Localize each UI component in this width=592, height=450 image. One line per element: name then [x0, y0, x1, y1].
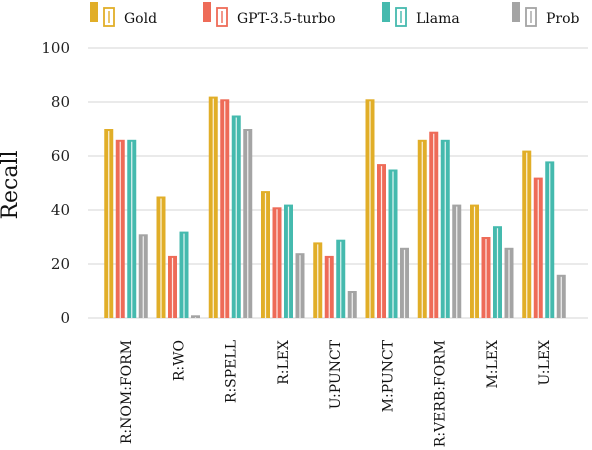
y-tick-label: 20: [51, 255, 70, 273]
bars: [104, 96, 566, 318]
bar-llama-r-spell: [231, 115, 241, 318]
bar-gpt-3-5-turbo-u-punct: [324, 255, 334, 318]
bar-llama-m-lex: [493, 226, 502, 318]
bar-fill: [191, 315, 200, 318]
legend-swatch-outline: [395, 7, 407, 27]
bar-prob-r-wo: [191, 315, 200, 318]
bar-prob-r-verb-form: [452, 204, 462, 318]
y-tick-label: 40: [51, 201, 70, 219]
x-tick-label-r-spell: R:SPELL: [224, 340, 240, 403]
x-tick-label-u-punct: U:PUNCT: [328, 339, 344, 409]
bar-gpt-3-5-turbo-u-lex: [533, 177, 543, 318]
legend-label: GPT-3.5-turbo: [237, 11, 336, 27]
y-axis-ticks: 0 20 40 60 80 100: [41, 39, 70, 327]
bar-gpt-3-5-turbo-m-lex: [481, 237, 491, 318]
bar-prob-r-lex: [295, 253, 305, 318]
bar-llama-r-wo: [179, 231, 189, 318]
bar-gold-r-nom-form: [104, 129, 114, 318]
bar-llama-r-verb-form: [440, 139, 450, 318]
bar-llama-m-punct: [388, 169, 398, 318]
y-axis-title: Recall: [0, 150, 23, 219]
legend-item-llama: Llama: [382, 2, 460, 27]
bar-prob-r-spell: [243, 129, 253, 318]
bar-gold-r-spell: [208, 96, 218, 318]
legend-item-gold: Gold: [90, 2, 157, 27]
legend-label: Llama: [416, 11, 460, 27]
bar-gpt-3-5-turbo-r-lex: [272, 207, 282, 318]
legend-swatch-solid: [203, 2, 211, 22]
legend-swatch-outline: [103, 7, 115, 27]
legend: Gold GPT-3.5-turbo Llama Prob: [90, 2, 580, 27]
bar-gold-u-lex: [522, 150, 532, 318]
bar-gold-m-lex: [470, 204, 479, 318]
legend-swatch-solid: [90, 2, 98, 22]
bar-prob-m-punct: [400, 247, 409, 318]
bar-prob-u-lex: [556, 274, 566, 318]
legend-item-gpt-3-5-turbo: GPT-3.5-turbo: [203, 2, 336, 27]
bar-gold-r-verb-form: [417, 139, 427, 318]
bar-gpt-3-5-turbo-r-nom-form: [115, 139, 125, 318]
bar-gold-m-punct: [365, 99, 375, 318]
x-axis-categories: R:NOM:FORM R:WO R:SPELL R:LEX U:PUNCT M:PUNCT…: [119, 339, 553, 447]
bar-gpt-3-5-turbo-m-punct: [377, 164, 386, 318]
legend-item-prob: Prob: [512, 2, 580, 27]
x-tick-label-r-nom-form: R:NOM:FORM: [119, 340, 135, 444]
x-tick-label-r-lex: R:LEX: [276, 340, 292, 385]
bar-prob-u-punct: [347, 291, 357, 318]
bar-llama-r-nom-form: [127, 139, 137, 318]
legend-swatch-solid: [382, 2, 390, 22]
y-tick-label: 60: [51, 147, 70, 165]
legend-swatch-outline: [216, 7, 228, 27]
x-tick-label-u-lex: U:LEX: [537, 340, 553, 386]
bar-prob-m-lex: [504, 247, 514, 318]
bar-gpt-3-5-turbo-r-spell: [220, 99, 230, 318]
bar-gold-r-lex: [261, 191, 270, 318]
bar-gold-r-wo: [156, 196, 166, 318]
legend-label: Gold: [124, 11, 157, 27]
x-tick-label-r-verb-form: R:VERB:FORM: [433, 340, 449, 447]
bar-gpt-3-5-turbo-r-wo: [168, 255, 177, 318]
bar-gold-u-punct: [313, 242, 323, 318]
bar-llama-u-lex: [545, 161, 555, 318]
x-tick-label-m-punct: M:PUNCT: [380, 339, 396, 412]
y-tick-label: 100: [41, 39, 70, 57]
x-tick-label-r-wo: R:WO: [171, 340, 187, 381]
bar-llama-u-punct: [336, 239, 346, 318]
y-tick-label: 0: [60, 309, 70, 327]
bar-llama-r-lex: [284, 204, 293, 318]
bar-prob-r-nom-form: [138, 234, 148, 318]
x-tick-label-m-lex: M:LEX: [485, 340, 501, 389]
legend-label: Prob: [546, 11, 580, 27]
bar-gpt-3-5-turbo-r-verb-form: [429, 131, 439, 318]
legend-swatch-solid: [512, 2, 520, 22]
y-tick-label: 80: [51, 93, 70, 111]
legend-swatch-outline: [525, 7, 537, 27]
